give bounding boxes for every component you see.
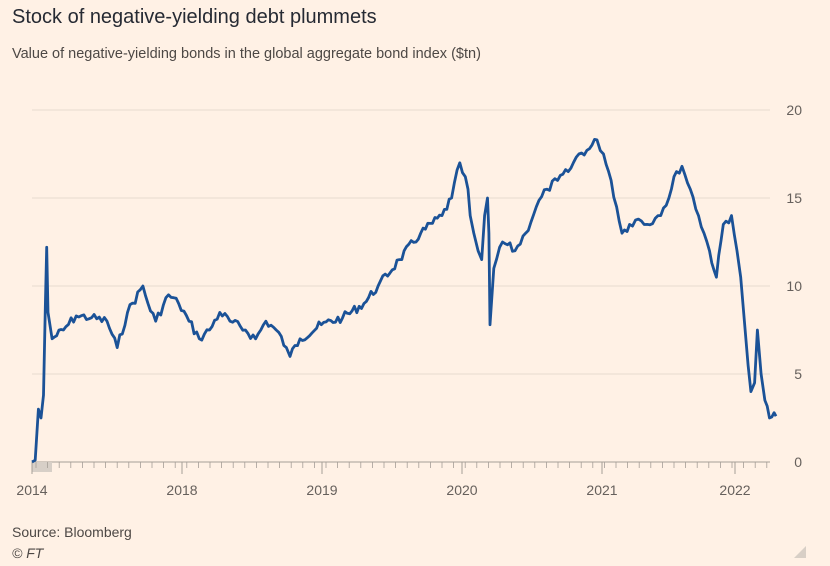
series-line xyxy=(31,138,778,464)
y-tick-label: 0 xyxy=(794,454,802,470)
chart-subtitle: Value of negative-yielding bonds in the … xyxy=(12,46,481,62)
series-group xyxy=(31,138,778,464)
y-tick-label: 20 xyxy=(786,102,802,118)
resize-corner-icon xyxy=(794,546,806,558)
line-chart: 0 5 10 15 20 2014 2018 2019 2020 2021 2022 xyxy=(16,102,802,498)
copyright: © FT xyxy=(12,545,44,561)
y-tick-label: 10 xyxy=(786,278,802,294)
x-tick-label: 2020 xyxy=(446,482,477,498)
x-tick-label: 2022 xyxy=(719,482,750,498)
x-tick-label: 2019 xyxy=(306,482,337,498)
x-tick-label: 2014 xyxy=(16,482,47,498)
y-tick-label: 15 xyxy=(786,190,802,206)
gridlines xyxy=(32,109,770,375)
x-axis: 2014 2018 2019 2020 2021 2022 xyxy=(16,461,770,498)
axis-break-marker xyxy=(32,462,52,472)
source-note: Source: Bloomberg xyxy=(12,524,132,540)
chart-title: Stock of negative-yielding debt plummets xyxy=(12,6,377,28)
y-axis-labels: 0 5 10 15 20 xyxy=(786,102,802,470)
x-tick-label: 2021 xyxy=(586,482,617,498)
x-tick-label: 2018 xyxy=(166,482,197,498)
y-tick-label: 5 xyxy=(794,366,802,382)
